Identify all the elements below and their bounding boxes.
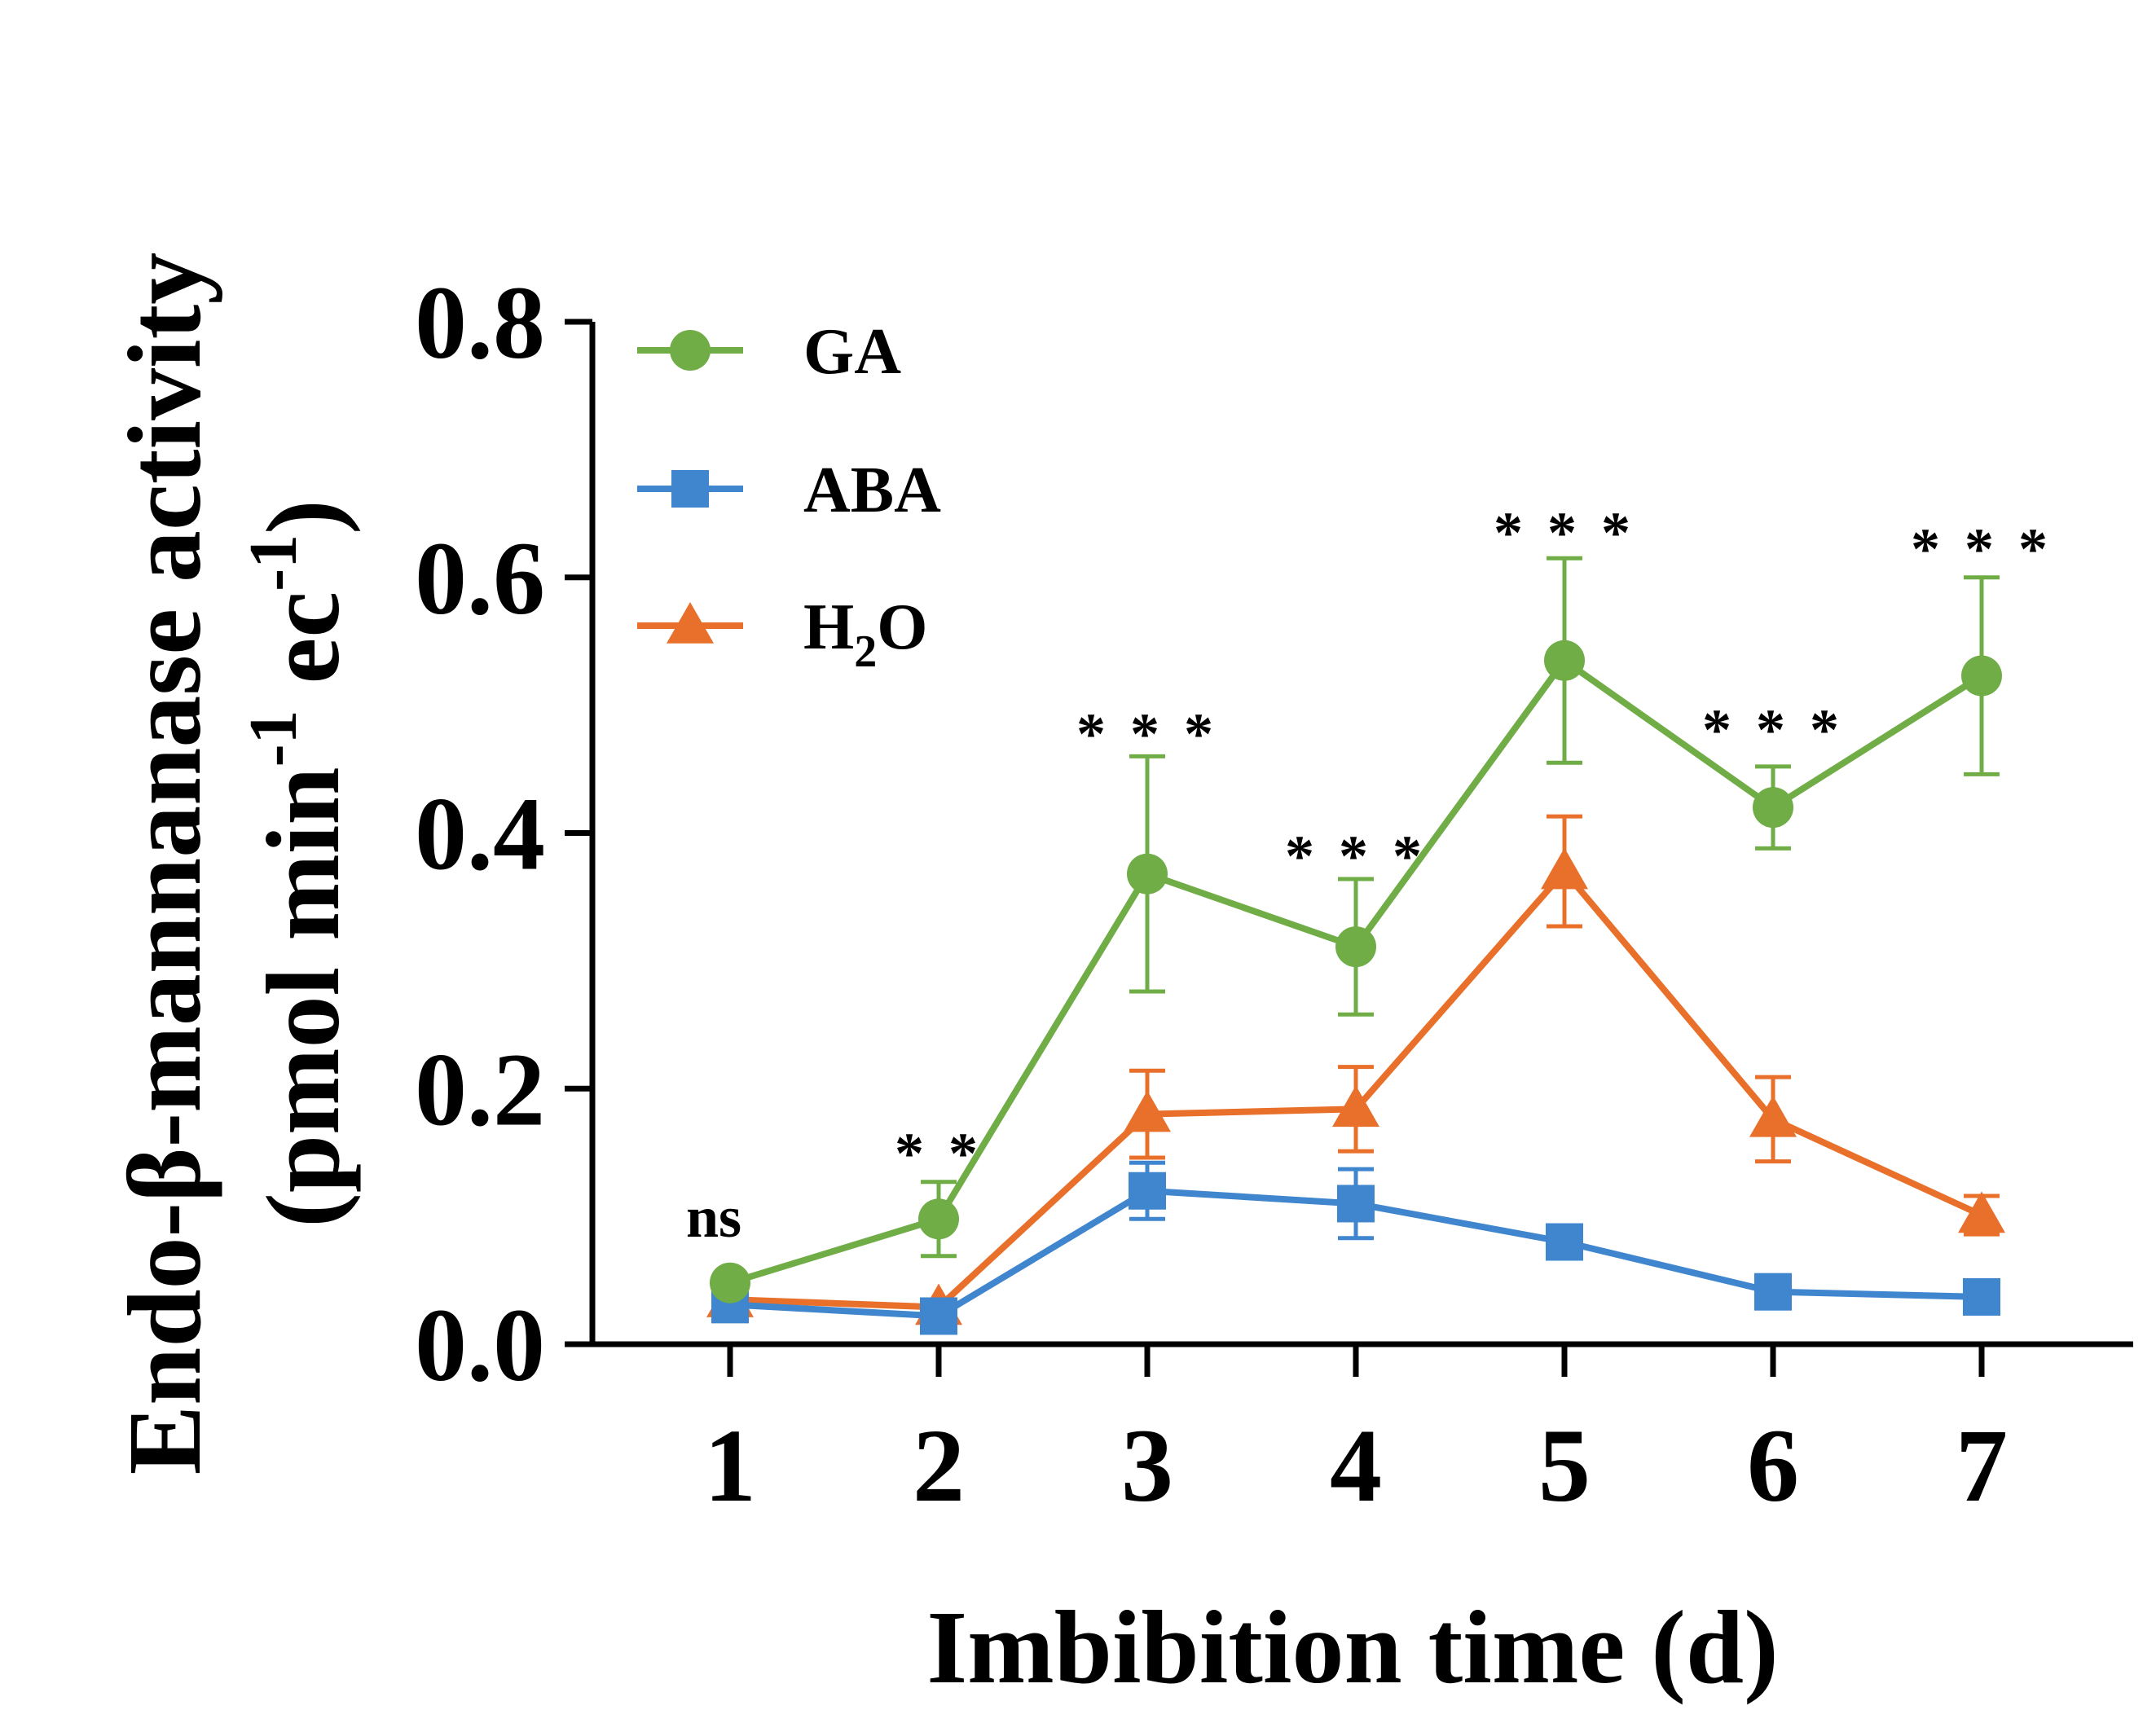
data-point: [1749, 1095, 1797, 1137]
significance-label: * * *: [1702, 697, 1844, 763]
x-tick-label: 3: [1121, 1408, 1173, 1523]
x-tick-label: 7: [1956, 1408, 2008, 1523]
x-tick-label: 2: [913, 1408, 965, 1523]
legend-label-tail: O: [877, 591, 927, 663]
legend-item-aba: ABA: [637, 455, 941, 526]
y-axis-unit-sup1: -1: [235, 710, 311, 767]
significance-label: ns: [686, 1185, 741, 1250]
data-point: [1958, 1191, 2005, 1233]
significance-label: * *: [895, 1121, 983, 1186]
legend-label: GA: [803, 316, 901, 388]
y-axis-unit-sup2: -1: [235, 534, 311, 591]
data-point: [1961, 655, 2002, 697]
legend: GA ABA H2O: [637, 316, 941, 677]
legend-label: ABA: [803, 455, 941, 526]
data-point: [1127, 853, 1168, 895]
y-tick-label: 0.2: [415, 1031, 545, 1147]
x-tick-label: 6: [1747, 1408, 1799, 1523]
data-point: [920, 1297, 957, 1335]
data-point: [918, 1198, 959, 1240]
data-point: [1332, 1085, 1379, 1128]
data-point: [1544, 640, 1585, 681]
data-point: [1124, 1090, 1171, 1132]
legend-label-sub: 2: [854, 626, 877, 677]
data-point: [1546, 1223, 1583, 1261]
significance-label: * * *: [1076, 701, 1218, 767]
data-point: [1754, 1273, 1792, 1311]
x-axis-title: Imbibition time (d): [926, 1589, 1778, 1705]
y-axis-title-line2: (pmol min-1 ec-1): [235, 499, 361, 1228]
y-tick-label: 0.4: [415, 776, 545, 892]
y-tick-label: 0.0: [415, 1287, 545, 1403]
series-aba: [711, 1160, 2000, 1335]
legend-label: H2O: [803, 591, 927, 677]
legend-item-ga: GA: [637, 316, 901, 388]
data-point: [1963, 1277, 2000, 1316]
significance-label: * * *: [1911, 517, 2053, 582]
legend-marker: [670, 330, 711, 371]
legend-label-main: H: [803, 591, 854, 663]
data-point: [710, 1262, 750, 1303]
axes: 0.0 0.2 0.4 0.6 0.8 1 2 3 4 5 6 7: [415, 265, 2133, 1523]
legend-marker: [667, 602, 714, 644]
y-tick-label: 0.6: [415, 521, 545, 636]
data-point: [1335, 926, 1376, 968]
significance-label: * * *: [1494, 500, 1635, 565]
data-point: [1129, 1172, 1166, 1210]
legend-marker: [671, 470, 709, 508]
significance-annotations: ns * * * * * * * * * * * * * * * * *: [686, 500, 2053, 1250]
data-point: [1337, 1185, 1375, 1223]
series-ga: [710, 556, 2002, 1303]
x-tick-label: 5: [1538, 1408, 1591, 1523]
y-axis-unit-part3: ): [245, 499, 361, 534]
data-point: [1753, 787, 1793, 829]
y-axis-unit-part1: (pmol min: [245, 767, 361, 1227]
y-axis-unit-part2: ec: [245, 591, 361, 710]
series-layer: [706, 556, 2005, 1335]
x-tick-label: 4: [1330, 1408, 1382, 1523]
y-tick-label: 0.8: [415, 265, 545, 380]
data-point: [1541, 847, 1588, 890]
x-tick-label: 1: [704, 1408, 756, 1523]
legend-item-h2o: H2O: [637, 591, 927, 677]
y-axis-title: Endo-β-mannanase activity (pmol min-1 ec…: [107, 253, 361, 1475]
significance-label: * * *: [1285, 824, 1427, 889]
y-axis-title-line1: Endo-β-mannanase activity: [107, 253, 222, 1475]
